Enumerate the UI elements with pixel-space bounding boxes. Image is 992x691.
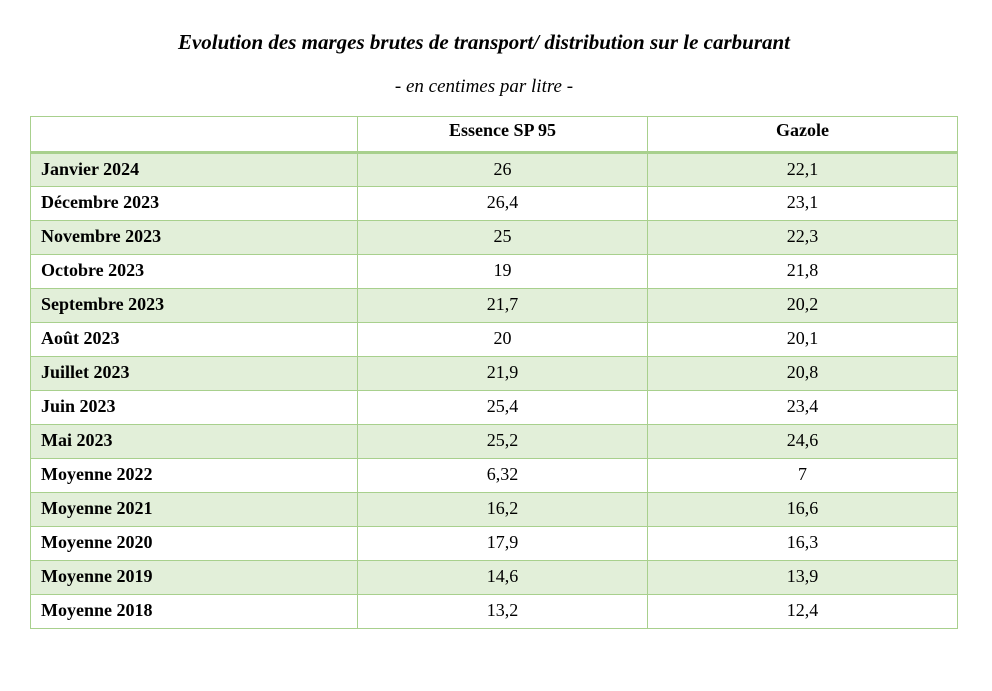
essence-value: 26,4	[357, 186, 648, 221]
margins-table: Essence SP 95 Gazole Janvier 2024 26 22,…	[30, 116, 958, 629]
gazole-value: 22,1	[647, 152, 958, 187]
essence-value: 20	[357, 322, 648, 357]
gazole-value: 24,6	[647, 424, 958, 459]
gazole-value: 16,3	[647, 526, 958, 561]
essence-value: 21,7	[357, 288, 648, 323]
gazole-value: 22,3	[647, 220, 958, 255]
gazole-value: 20,2	[647, 288, 958, 323]
row-label: Janvier 2024	[30, 152, 358, 187]
essence-value: 17,9	[357, 526, 648, 561]
gazole-value: 16,6	[647, 492, 958, 527]
table-header-row: Essence SP 95 Gazole	[30, 116, 958, 154]
row-label: Moyenne 2021	[30, 492, 358, 527]
gazole-value: 7	[647, 458, 958, 493]
header-cell-essence: Essence SP 95	[357, 116, 648, 154]
table-row: Novembre 2023 25 22,3	[30, 220, 958, 255]
row-label: Moyenne 2018	[30, 594, 358, 629]
gazole-value: 23,4	[647, 390, 958, 425]
table-row: Juin 2023 25,4 23,4	[30, 390, 958, 425]
row-label: Mai 2023	[30, 424, 358, 459]
table-row: Octobre 2023 19 21,8	[30, 254, 958, 289]
row-label: Moyenne 2019	[30, 560, 358, 595]
row-label: Juin 2023	[30, 390, 358, 425]
essence-value: 21,9	[357, 356, 648, 391]
table-row: Mai 2023 25,2 24,6	[30, 424, 958, 459]
table-row: Juillet 2023 21,9 20,8	[30, 356, 958, 391]
essence-value: 25,4	[357, 390, 648, 425]
row-label: Octobre 2023	[30, 254, 358, 289]
header-cell-empty	[30, 116, 358, 154]
row-label: Septembre 2023	[30, 288, 358, 323]
gazole-value: 12,4	[647, 594, 958, 629]
row-label: Juillet 2023	[30, 356, 358, 391]
table-row: Décembre 2023 26,4 23,1	[30, 186, 958, 221]
document-title: Evolution des marges brutes de transport…	[177, 30, 791, 54]
essence-value: 25	[357, 220, 648, 255]
table-row: Moyenne 2022 6,32 7	[30, 458, 958, 493]
essence-value: 13,2	[357, 594, 648, 629]
header-cell-gazole: Gazole	[647, 116, 958, 154]
essence-value: 26	[357, 152, 648, 187]
gazole-value: 13,9	[647, 560, 958, 595]
table-row: Moyenne 2018 13,2 12,4	[30, 594, 958, 629]
row-label: Novembre 2023	[30, 220, 358, 255]
row-label: Août 2023	[30, 322, 358, 357]
table-row: Moyenne 2021 16,2 16,6	[30, 492, 958, 527]
essence-value: 16,2	[357, 492, 648, 527]
essence-value: 19	[357, 254, 648, 289]
row-label: Moyenne 2020	[30, 526, 358, 561]
table-row: Moyenne 2020 17,9 16,3	[30, 526, 958, 561]
row-label: Décembre 2023	[30, 186, 358, 221]
row-label: Moyenne 2022	[30, 458, 358, 493]
table-row: Septembre 2023 21,7 20,2	[30, 288, 958, 323]
essence-value: 14,6	[357, 560, 648, 595]
essence-value: 6,32	[357, 458, 648, 493]
gazole-value: 21,8	[647, 254, 958, 289]
table-row: Moyenne 2019 14,6 13,9	[30, 560, 958, 595]
gazole-value: 20,8	[647, 356, 958, 391]
gazole-value: 20,1	[647, 322, 958, 357]
table-row: Janvier 2024 26 22,1	[30, 152, 958, 187]
document-subtitle: - en centimes par litre -	[394, 76, 574, 97]
essence-value: 25,2	[357, 424, 648, 459]
gazole-value: 23,1	[647, 186, 958, 221]
table-row: Août 2023 20 20,1	[30, 322, 958, 357]
